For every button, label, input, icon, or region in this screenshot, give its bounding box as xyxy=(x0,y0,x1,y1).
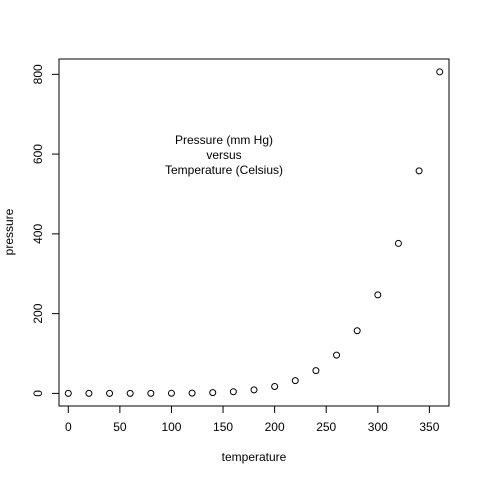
y-tick-label: 400 xyxy=(31,224,45,244)
data-point xyxy=(374,291,382,299)
x-tick-label: 300 xyxy=(368,420,388,434)
data-point xyxy=(436,68,444,76)
x-axis: 0 50 100 150 200 250 300 350 xyxy=(65,405,440,434)
y-tick-label: 600 xyxy=(31,144,45,164)
x-tick-label: 150 xyxy=(213,420,233,434)
data-point xyxy=(291,377,299,385)
x-tick-label: 250 xyxy=(316,420,336,434)
y-tick-label: 0 xyxy=(31,390,45,397)
data-point xyxy=(106,389,114,397)
data-point xyxy=(229,388,237,396)
data-point xyxy=(209,389,217,397)
y-tick-label: 200 xyxy=(31,303,45,323)
data-point xyxy=(333,351,341,359)
annotation-line-3: Temperature (Celsius) xyxy=(165,163,283,177)
data-point xyxy=(167,389,175,397)
annotation: Pressure (mm Hg) versus Temperature (Cel… xyxy=(165,133,283,177)
data-point xyxy=(353,327,361,335)
x-tick-label: 0 xyxy=(65,420,72,434)
data-point xyxy=(271,382,279,390)
x-tick-label: 50 xyxy=(113,420,127,434)
data-point xyxy=(415,167,423,175)
data-point xyxy=(312,367,320,375)
data-point xyxy=(85,389,93,397)
y-tick-label: 800 xyxy=(31,64,45,84)
x-axis-label: temperature xyxy=(222,450,287,464)
x-tick-label: 100 xyxy=(161,420,181,434)
plot-frame xyxy=(58,58,450,407)
y-axis: 0 200 400 600 800 xyxy=(31,64,60,397)
data-point xyxy=(394,239,402,247)
data-point xyxy=(188,389,196,397)
data-point xyxy=(250,386,258,394)
annotation-line-2: versus xyxy=(206,148,241,162)
data-point xyxy=(64,389,72,397)
data-point xyxy=(147,389,155,397)
y-axis-label: pressure xyxy=(2,208,16,255)
data-points xyxy=(64,68,444,397)
data-point xyxy=(126,389,134,397)
annotation-line-1: Pressure (mm Hg) xyxy=(175,133,273,147)
x-tick-label: 350 xyxy=(419,420,439,434)
x-tick-label: 200 xyxy=(265,420,285,434)
